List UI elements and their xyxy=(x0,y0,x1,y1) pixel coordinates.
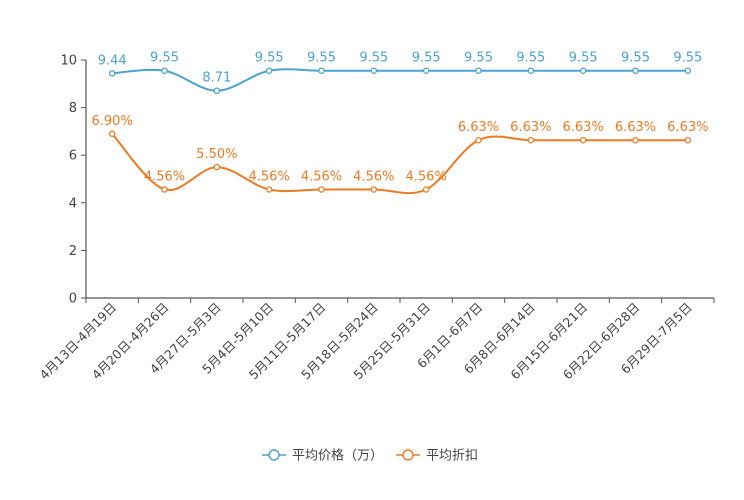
y-tick-label: 2 xyxy=(69,244,77,259)
series-0-point xyxy=(318,67,325,74)
series-0-data-label: 9.55 xyxy=(359,51,388,66)
series-1-data-label: 6.90% xyxy=(92,114,133,129)
series-1-point xyxy=(108,130,116,138)
series-1-point xyxy=(161,186,168,193)
series-0-point xyxy=(161,67,168,74)
series-1-point xyxy=(475,136,482,144)
series-1-data-label: 6.63% xyxy=(458,120,499,135)
series-1-data-label: 4.56% xyxy=(144,169,185,184)
series-1-data-label: 4.56% xyxy=(301,169,342,184)
series-1-data-label: 6.63% xyxy=(563,120,604,135)
y-tick-label: 4 xyxy=(69,196,77,211)
series-0-point xyxy=(108,70,116,77)
series-0-data-label: 9.55 xyxy=(307,51,336,66)
series-1-data-label: 6.63% xyxy=(510,120,551,135)
series-0-point xyxy=(527,67,535,74)
series-1-point xyxy=(370,186,378,193)
y-tick-label: 0 xyxy=(69,292,77,307)
series-line-0 xyxy=(112,68,688,92)
legend-0-marker xyxy=(268,449,280,461)
series-1-data-label: 4.56% xyxy=(406,169,447,184)
y-tick-label: 10 xyxy=(60,54,77,69)
legend-0-label: 平均价格（万） xyxy=(292,448,383,464)
series-0-point xyxy=(213,87,221,94)
series-0-point xyxy=(684,67,692,74)
series-1-point xyxy=(684,136,692,144)
series-0-point xyxy=(632,67,639,74)
y-tick-label: 8 xyxy=(69,101,77,116)
series-0-data-label: 9.55 xyxy=(255,51,284,66)
series-0-data-label: 9.55 xyxy=(569,51,598,66)
series-0-data-label: 9.55 xyxy=(150,51,179,66)
series-0-point xyxy=(422,67,430,74)
series-0-point xyxy=(265,67,273,74)
series-0-data-label: 9.55 xyxy=(464,51,493,66)
series-1-data-label: 4.56% xyxy=(249,169,290,184)
series-0-data-label: 8.71 xyxy=(202,71,231,86)
legend-1-label: 平均折扣 xyxy=(426,449,478,464)
series-1-point xyxy=(213,163,221,171)
series-1-point xyxy=(579,136,587,144)
series-1-point xyxy=(422,186,430,193)
series-0-point xyxy=(579,67,587,74)
series-1-point xyxy=(527,136,535,144)
series-line-1 xyxy=(111,133,688,195)
series-0-data-label: 9.55 xyxy=(673,51,702,66)
series-0-data-label: 9.55 xyxy=(621,51,650,66)
series-1-data-label: 5.50% xyxy=(196,147,237,162)
series-0-data-label: 9.44 xyxy=(98,53,127,68)
series-1-point xyxy=(265,186,273,193)
series-0-data-label: 9.55 xyxy=(412,51,441,66)
series-1-point xyxy=(318,186,325,193)
series-1-point xyxy=(632,136,639,144)
series-1-data-label: 6.63% xyxy=(667,120,708,135)
series-0-point xyxy=(370,67,378,74)
y-tick-label: 6 xyxy=(69,149,77,164)
series-1-data-label: 4.56% xyxy=(353,169,394,184)
legend-1-marker xyxy=(402,449,414,461)
series-0-data-label: 9.55 xyxy=(516,51,545,66)
series-1-data-label: 6.63% xyxy=(615,120,656,135)
series-0-point xyxy=(475,67,482,74)
